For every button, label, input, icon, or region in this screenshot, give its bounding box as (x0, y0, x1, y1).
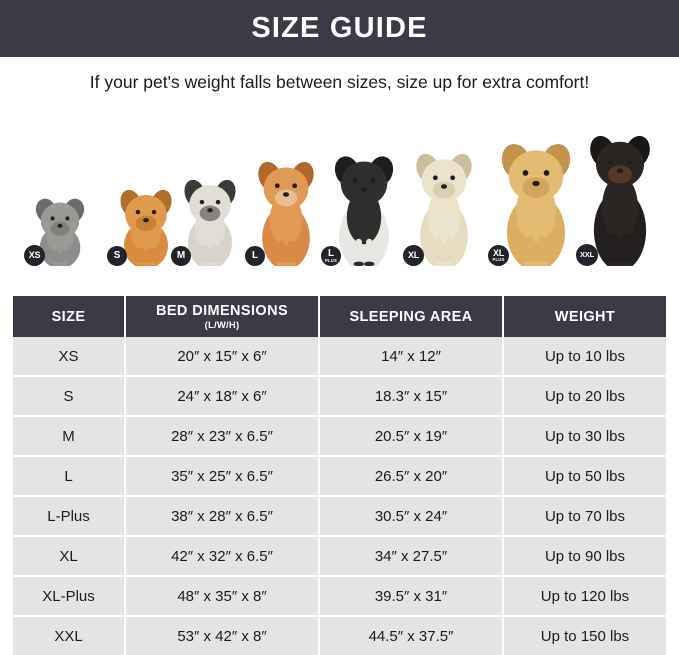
cell-weight: Up to 120 lbs (503, 576, 666, 617)
animal-size-slot: L (245, 161, 319, 270)
cell-weight: Up to 30 lbs (503, 416, 666, 457)
cell-sleep: 14″ x 12″ (319, 337, 504, 377)
table-row: S 24″ x 18″ x 6″ 18.3″ x 15″ Up to 20 lbs (13, 376, 666, 417)
column-header-weight-label: WEIGHT (554, 308, 616, 325)
cell-size: XS (13, 337, 126, 377)
animal-size-slot: M (171, 179, 241, 270)
size-badge-label: S (113, 250, 121, 261)
cell-bed: 38″ x 28″ x 6.5″ (125, 496, 320, 537)
cell-size: L-Plus (13, 496, 126, 537)
cell-bed: 48″ x 35″ x 8″ (125, 576, 320, 617)
table-header-row: SIZE BED DIMENSIONS (L/W/H) SLEEPING ARE… (13, 296, 666, 337)
size-badge-label: XL (492, 247, 505, 258)
column-header-size-label: SIZE (51, 308, 86, 325)
column-header-sleeping-area-label: SLEEPING AREA (349, 308, 473, 325)
cell-sleep: 44.5″ x 37.5″ (319, 616, 504, 655)
cell-bed: 24″ x 18″ x 6″ (125, 376, 320, 417)
table-row: M 28″ x 23″ x 6.5″ 20.5″ x 19″ Up to 30 lbs (13, 416, 666, 457)
page-title: SIZE GUIDE (251, 12, 428, 44)
size-badge-l-plus: L PLUS (321, 246, 341, 266)
cell-bed: 53″ x 42″ x 8″ (125, 616, 320, 655)
table-row: XL-Plus 48″ x 35″ x 8″ 39.5″ x 31″ Up to 12… (13, 576, 666, 617)
grey-cat-sitting-illustration: XS (24, 198, 88, 269)
cell-size: M (13, 416, 126, 457)
animal-size-slot: XS (24, 198, 88, 269)
cell-weight: Up to 20 lbs (503, 376, 666, 417)
cell-size: L (13, 456, 126, 497)
column-header-bed-dimensions-sublabel: (L/W/H) (204, 319, 240, 331)
size-badge-sublabel: PLUS (492, 257, 505, 263)
shiba-inu-dog-sitting-illustration: L (245, 161, 319, 270)
animal-size-slot: XXL (576, 135, 656, 271)
size-badge-label: XL (407, 250, 420, 260)
table-body: XS 20″ x 15″ x 6″ 14″ x 12″ Up to 10 lbs S 24… (13, 337, 666, 655)
subtitle-text: If your pet's weight falls between sizes… (89, 72, 590, 92)
size-badge-label: XXL (580, 250, 594, 260)
cell-size: XXL (13, 616, 126, 655)
column-header-bed-dimensions-label: BED DIMENSIONS (155, 302, 289, 319)
table-row: XXL 53″ x 42″ x 8″ 44.5″ x 37.5″ Up to 150 … (13, 616, 666, 655)
golden-retriever-sitting-illustration: XL PLUS (488, 144, 576, 271)
column-header-bed-dimensions: BED DIMENSIONS (L/W/H) (125, 296, 320, 337)
size-badge-label: M (176, 250, 186, 261)
border-collie-dog-sitting-illustration: L PLUS (321, 156, 399, 271)
cell-size: S (13, 376, 126, 417)
animal-size-slot: L PLUS (321, 156, 399, 271)
animal-size-illustrations: XS S M L L PLUS XL XL PLUS XXL (0, 128, 679, 278)
size-badge-l: L (245, 246, 265, 266)
pomeranian-dog-sitting-illustration: S (107, 189, 177, 269)
size-badge-s: S (107, 246, 127, 266)
cell-sleep: 26.5″ x 20″ (319, 456, 504, 497)
size-badge-m: M (171, 246, 191, 266)
column-header-size: SIZE (13, 296, 126, 337)
table-row: XS 20″ x 15″ x 6″ 14″ x 12″ Up to 10 lbs (13, 337, 666, 377)
column-header-sleeping-area: SLEEPING AREA (319, 296, 504, 337)
column-header-weight: WEIGHT (503, 296, 666, 337)
size-badge-xxl: XXL (576, 244, 598, 266)
cell-size: XL (13, 536, 126, 577)
cell-size: XL-Plus (13, 576, 126, 617)
animal-size-slot: S (107, 189, 177, 269)
size-badge-xs: XS (24, 245, 45, 266)
table-row: XL 42″ x 32″ x 6.5″ 34″ x 27.5″ Up to 90 lb… (13, 536, 666, 577)
animal-size-slot: XL PLUS (488, 144, 576, 271)
cell-weight: Up to 10 lbs (503, 337, 666, 377)
table-row: L-Plus 38″ x 28″ x 6.5″ 30.5″ x 24″ Up to 7… (13, 496, 666, 537)
doberman-pinscher-sitting-illustration: XXL (576, 135, 656, 271)
size-badge-label: L (328, 247, 334, 259)
cell-weight: Up to 70 lbs (503, 496, 666, 537)
animal-size-slot: XL (403, 153, 477, 271)
cell-sleep: 20.5″ x 19″ (319, 416, 504, 457)
header-bar: SIZE GUIDE (0, 0, 679, 57)
size-badge-label: L (252, 250, 258, 261)
cell-weight: Up to 150 lbs (503, 616, 666, 655)
labrador-retriever-sitting-illustration: XL (403, 153, 477, 271)
cell-bed: 35″ x 25″ x 6.5″ (125, 456, 320, 497)
cell-sleep: 39.5″ x 31″ (319, 576, 504, 617)
cell-sleep: 30.5″ x 24″ (319, 496, 504, 537)
cell-sleep: 34″ x 27.5″ (319, 536, 504, 577)
cell-bed: 20″ x 15″ x 6″ (125, 337, 320, 377)
size-badge-xl: XL (403, 245, 424, 266)
cell-weight: Up to 90 lbs (503, 536, 666, 577)
size-badge-label: XS (28, 250, 41, 260)
cell-sleep: 18.3″ x 15″ (319, 376, 504, 417)
cell-bed: 42″ x 32″ x 6.5″ (125, 536, 320, 577)
size-guide-table: SIZE BED DIMENSIONS (L/W/H) SLEEPING ARE… (13, 296, 666, 655)
table-row: L 35″ x 25″ x 6.5″ 26.5″ x 20″ Up to 50 lbs (13, 456, 666, 497)
size-badge-xl-plus: XL PLUS (488, 245, 509, 266)
cell-bed: 28″ x 23″ x 6.5″ (125, 416, 320, 457)
cell-weight: Up to 50 lbs (503, 456, 666, 497)
french-bulldog-sitting-illustration: M (171, 179, 241, 270)
size-badge-sublabel: PLUS (325, 258, 337, 264)
